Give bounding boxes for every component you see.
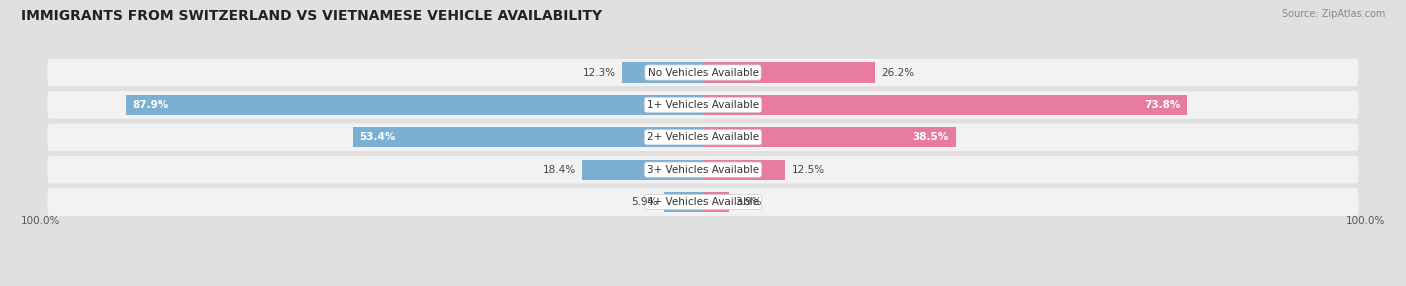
Text: 4+ Vehicles Available: 4+ Vehicles Available: [647, 197, 759, 207]
Text: 12.3%: 12.3%: [582, 67, 616, 78]
FancyBboxPatch shape: [46, 123, 1360, 152]
Bar: [664, 192, 703, 212]
Text: 1+ Vehicles Available: 1+ Vehicles Available: [647, 100, 759, 110]
Text: 5.9%: 5.9%: [631, 197, 658, 207]
Text: 18.4%: 18.4%: [543, 165, 575, 175]
Text: 26.2%: 26.2%: [882, 67, 914, 78]
Text: IMMIGRANTS FROM SWITZERLAND VS VIETNAMESE VEHICLE AVAILABILITY: IMMIGRANTS FROM SWITZERLAND VS VIETNAMES…: [21, 9, 602, 23]
Text: 2+ Vehicles Available: 2+ Vehicles Available: [647, 132, 759, 142]
Text: 73.8%: 73.8%: [1144, 100, 1181, 110]
Text: No Vehicles Available: No Vehicles Available: [648, 67, 758, 78]
Bar: [703, 62, 875, 83]
Bar: [623, 62, 703, 83]
Text: 3+ Vehicles Available: 3+ Vehicles Available: [647, 165, 759, 175]
Text: 53.4%: 53.4%: [359, 132, 395, 142]
FancyBboxPatch shape: [46, 91, 1360, 119]
Text: 38.5%: 38.5%: [912, 132, 949, 142]
Text: 100.0%: 100.0%: [1346, 216, 1385, 226]
Text: 3.9%: 3.9%: [735, 197, 762, 207]
Text: Source: ZipAtlas.com: Source: ZipAtlas.com: [1281, 9, 1385, 19]
FancyBboxPatch shape: [46, 155, 1360, 184]
Bar: [703, 95, 1187, 115]
Text: 100.0%: 100.0%: [21, 216, 60, 226]
FancyBboxPatch shape: [46, 58, 1360, 87]
Bar: [703, 160, 785, 180]
Bar: [703, 127, 956, 147]
Bar: [582, 160, 703, 180]
FancyBboxPatch shape: [46, 188, 1360, 216]
Bar: [703, 192, 728, 212]
Text: 87.9%: 87.9%: [132, 100, 169, 110]
Bar: [127, 95, 703, 115]
Text: 12.5%: 12.5%: [792, 165, 825, 175]
Bar: [353, 127, 703, 147]
